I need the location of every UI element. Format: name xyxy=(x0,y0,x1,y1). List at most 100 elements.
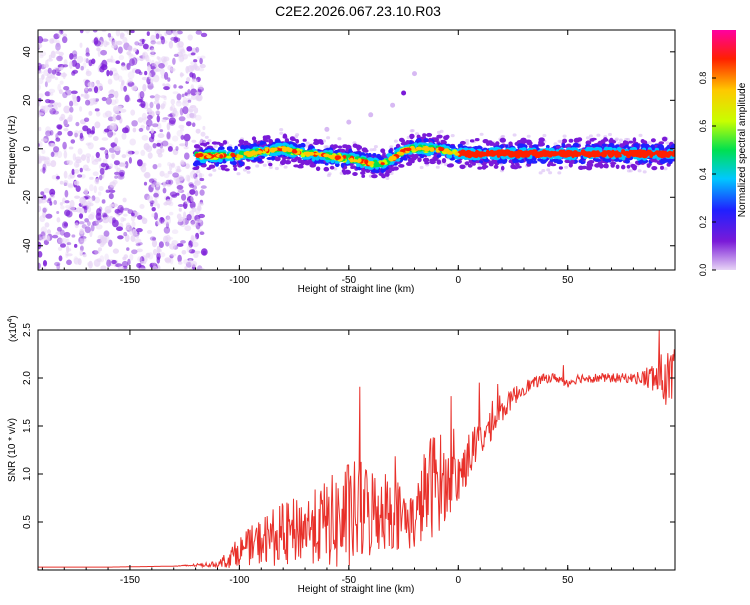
band-cell xyxy=(454,159,461,163)
noise-point xyxy=(172,135,179,142)
noise-point xyxy=(195,128,201,134)
band-cell xyxy=(400,141,407,146)
noise-point xyxy=(197,84,204,90)
band-halo-point xyxy=(638,133,643,137)
noise-point xyxy=(66,242,72,246)
noise-point xyxy=(187,99,192,103)
band-cell xyxy=(469,139,475,143)
noise-point xyxy=(149,95,155,99)
noise-point xyxy=(114,171,120,176)
noise-point xyxy=(105,189,111,193)
noise-point xyxy=(160,103,166,109)
noise-point xyxy=(62,141,67,150)
noise-point xyxy=(156,218,162,226)
noise-point xyxy=(122,217,127,222)
noise-point xyxy=(169,106,173,111)
band-cell xyxy=(633,143,640,148)
noise-point xyxy=(75,62,81,69)
band-halo-point xyxy=(465,141,470,145)
x-tick-label: 0 xyxy=(456,275,462,286)
noise-point xyxy=(112,59,116,63)
noise-point xyxy=(127,53,133,57)
noise-point xyxy=(188,249,196,254)
noise-point xyxy=(169,211,174,216)
band-cell xyxy=(446,163,454,168)
noise-point xyxy=(101,137,109,141)
band-cell xyxy=(474,152,478,156)
band-halo-point xyxy=(213,144,218,148)
noise-point xyxy=(148,72,152,80)
band-cell xyxy=(532,151,537,156)
snr-y-multiplier-close: ) xyxy=(8,315,19,318)
noise-point xyxy=(77,174,83,178)
band-cell xyxy=(416,139,421,144)
spectrogram-marks xyxy=(38,30,675,270)
noise-point xyxy=(124,94,130,103)
noise-point xyxy=(110,153,116,159)
noise-point xyxy=(87,196,94,204)
noise-point xyxy=(196,76,201,83)
noise-point xyxy=(140,164,147,173)
noise-point xyxy=(55,133,59,140)
band-halo-point xyxy=(262,163,267,167)
noise-point xyxy=(63,105,71,114)
echo-point xyxy=(390,102,396,108)
noise-point xyxy=(147,252,154,260)
band-halo-point xyxy=(585,136,590,140)
band-cell xyxy=(384,171,390,177)
noise-point xyxy=(38,158,42,164)
noise-point xyxy=(184,266,188,270)
noise-point xyxy=(85,99,91,106)
noise-point xyxy=(129,138,136,146)
band-halo-point xyxy=(283,165,288,169)
noise-point xyxy=(158,63,165,69)
noise-point xyxy=(142,83,147,92)
noise-point xyxy=(87,81,94,88)
noise-point xyxy=(121,132,127,140)
noise-point xyxy=(42,207,47,213)
noise-point xyxy=(198,68,205,72)
noise-point xyxy=(73,257,80,265)
band-cell xyxy=(195,165,200,169)
noise-point xyxy=(200,55,206,59)
noise-point xyxy=(82,93,89,99)
noise-point xyxy=(114,137,119,145)
band-cell xyxy=(398,151,405,156)
noise-point xyxy=(105,97,112,105)
band-cell xyxy=(371,174,378,179)
noise-point xyxy=(119,32,125,38)
band-cell xyxy=(459,152,464,156)
band-cell xyxy=(314,152,321,156)
noise-point xyxy=(95,111,101,117)
band-cell xyxy=(253,151,259,155)
colorbar: 0.0 0.2 0.4 0.6 0.8 Normalized spectral ampl… xyxy=(698,30,748,276)
noise-point xyxy=(126,62,131,70)
noise-point xyxy=(186,77,191,82)
noise-point xyxy=(120,65,126,71)
noise-point xyxy=(112,248,119,254)
noise-point xyxy=(50,160,57,168)
band-cell xyxy=(625,144,629,148)
noise-point xyxy=(81,224,87,229)
colorbar-gradient xyxy=(712,30,736,270)
band-cell xyxy=(650,152,655,156)
noise-point xyxy=(107,33,112,38)
noise-point xyxy=(156,142,161,147)
noise-point xyxy=(83,195,91,200)
noise-point xyxy=(161,119,167,123)
band-cell xyxy=(329,165,335,170)
noise-point xyxy=(109,189,116,193)
noise-point xyxy=(147,152,153,159)
noise-point xyxy=(172,172,180,178)
noise-point xyxy=(84,87,88,91)
noise-point xyxy=(146,229,153,234)
band-halo-point xyxy=(295,133,300,137)
band-cell xyxy=(295,139,300,144)
noise-point xyxy=(118,105,123,109)
noise-point xyxy=(184,139,189,148)
band-cell xyxy=(483,158,490,163)
band-cell xyxy=(360,171,366,175)
noise-point xyxy=(100,265,107,270)
noise-point xyxy=(46,162,52,167)
noise-point xyxy=(146,119,153,127)
